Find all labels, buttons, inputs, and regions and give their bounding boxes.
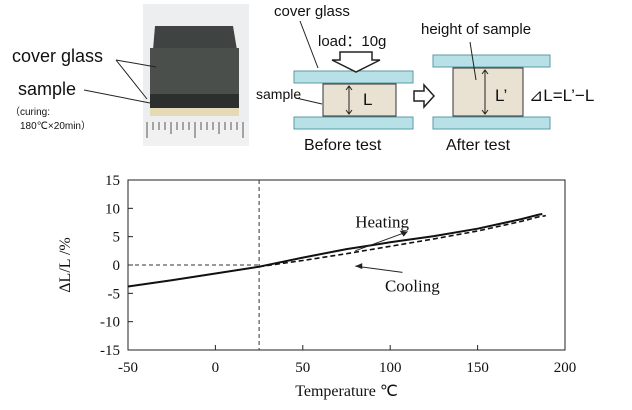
x-tick-label: 0 xyxy=(212,360,220,376)
sample-block-after xyxy=(452,67,524,117)
diagram-label-after-test: After test xyxy=(446,137,511,154)
leader-cover-glass-2 xyxy=(115,59,148,100)
cover-glass-top-before xyxy=(293,70,414,84)
diagram-label-before-test: Before test xyxy=(304,137,382,154)
diagram-label-sample: sample xyxy=(256,86,302,102)
length-arrowheads-after xyxy=(481,69,489,115)
y-axis-label: ΔL/L /% xyxy=(57,237,74,292)
heating-arrow xyxy=(355,231,408,252)
diagram-label-cover-glass: cover glass xyxy=(274,3,350,20)
x-tick-label: 200 xyxy=(554,360,577,376)
right-arrow-icon xyxy=(413,83,436,109)
leader-diagram-cover-glass xyxy=(299,20,319,69)
annotation-cooling: Cooling xyxy=(385,276,440,295)
y-tick-label: 10 xyxy=(105,201,120,217)
y-tick-label: 0 xyxy=(113,258,121,274)
photo-label-curing-2: 180℃×20min） xyxy=(20,121,91,132)
photo-label-cover-glass: cover glass xyxy=(12,46,104,66)
x-tick-label: 150 xyxy=(466,360,489,376)
annotation-heating: Heating xyxy=(355,213,409,232)
cooling-arrowhead xyxy=(355,263,363,270)
cooling-arrow xyxy=(355,265,403,273)
y-tick-label: 5 xyxy=(113,230,121,246)
leader-height-of-sample xyxy=(469,41,477,81)
leader-sample xyxy=(83,89,151,104)
leader-diagram-sample xyxy=(295,97,323,105)
leader-cover-glass-1 xyxy=(115,59,157,68)
diagram-label-load: load：10g xyxy=(318,33,387,50)
diagram-label-formula: ⊿L=L’−L xyxy=(529,86,595,105)
y-tick-label: -15 xyxy=(100,343,120,359)
x-axis-label: Temperature ℃ xyxy=(295,383,398,400)
x-tick-label: -50 xyxy=(118,360,138,376)
diagram-label-L-prime: L’ xyxy=(495,86,508,105)
x-tick-label: 50 xyxy=(295,360,310,376)
x-tick-label: 100 xyxy=(379,360,402,376)
cover-glass-bottom-before xyxy=(293,116,414,130)
y-tick-label: 15 xyxy=(105,173,120,189)
photo-label-sample: sample xyxy=(18,79,77,99)
series-line-heating xyxy=(127,213,543,288)
photo-label-curing-1: （curing: xyxy=(10,107,51,118)
cover-glass-top-after xyxy=(432,54,551,68)
y-tick-label: -5 xyxy=(108,286,121,302)
diagram-label-height-of-sample: height of sample xyxy=(421,21,532,38)
series-line-cooling xyxy=(258,214,546,268)
sample-photo-image xyxy=(143,4,249,146)
heating-arrowhead xyxy=(399,230,408,237)
y-tick-label: -10 xyxy=(100,315,120,331)
load-arrow-icon xyxy=(331,51,381,73)
sample-photo xyxy=(143,4,249,146)
length-arrowheads-before xyxy=(345,85,353,115)
diagram-label-L: L xyxy=(363,90,373,109)
cover-glass-bottom-after xyxy=(432,116,551,130)
sample-block-before xyxy=(322,83,397,117)
